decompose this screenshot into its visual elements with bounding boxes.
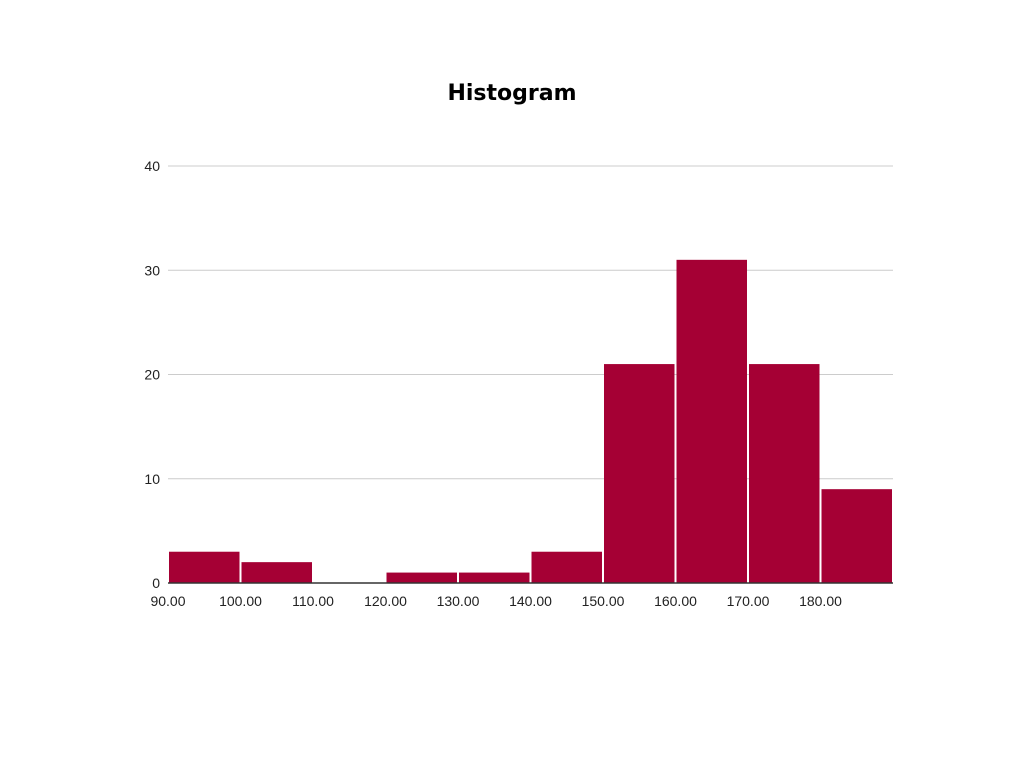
x-tick-label: 120.00 — [364, 593, 407, 609]
x-tick-label: 160.00 — [654, 593, 697, 609]
chart-title: Histogram — [447, 81, 576, 106]
histogram-bar — [531, 551, 602, 583]
x-tick-label: 130.00 — [437, 593, 480, 609]
y-tick-label: 10 — [144, 471, 160, 487]
y-tick-label: 0 — [152, 575, 160, 591]
bars — [169, 259, 892, 583]
x-tick-label: 100.00 — [219, 593, 262, 609]
x-tick-label: 150.00 — [582, 593, 625, 609]
x-tick-label: 90.00 — [150, 593, 185, 609]
histogram-bar — [676, 259, 747, 583]
y-tick-label: 20 — [144, 367, 160, 383]
histogram-bar — [169, 551, 240, 583]
histogram-bar — [604, 364, 675, 583]
histogram-bar — [821, 489, 892, 583]
y-tick-label: 30 — [144, 262, 160, 278]
histogram-bar — [459, 572, 530, 583]
x-tick-label: 170.00 — [727, 593, 770, 609]
axes: 0 10 20 30 40 90.00 100.00 110.00 120.00 130.00 14… — [144, 158, 893, 609]
x-tick-label: 140.00 — [509, 593, 552, 609]
histogram-bar — [386, 572, 457, 583]
x-tick-label: 180.00 — [799, 593, 842, 609]
histogram-bar — [749, 364, 820, 583]
y-tick-label: 40 — [144, 158, 160, 174]
x-tick-label: 110.00 — [292, 593, 334, 609]
histogram-bar — [241, 562, 312, 583]
